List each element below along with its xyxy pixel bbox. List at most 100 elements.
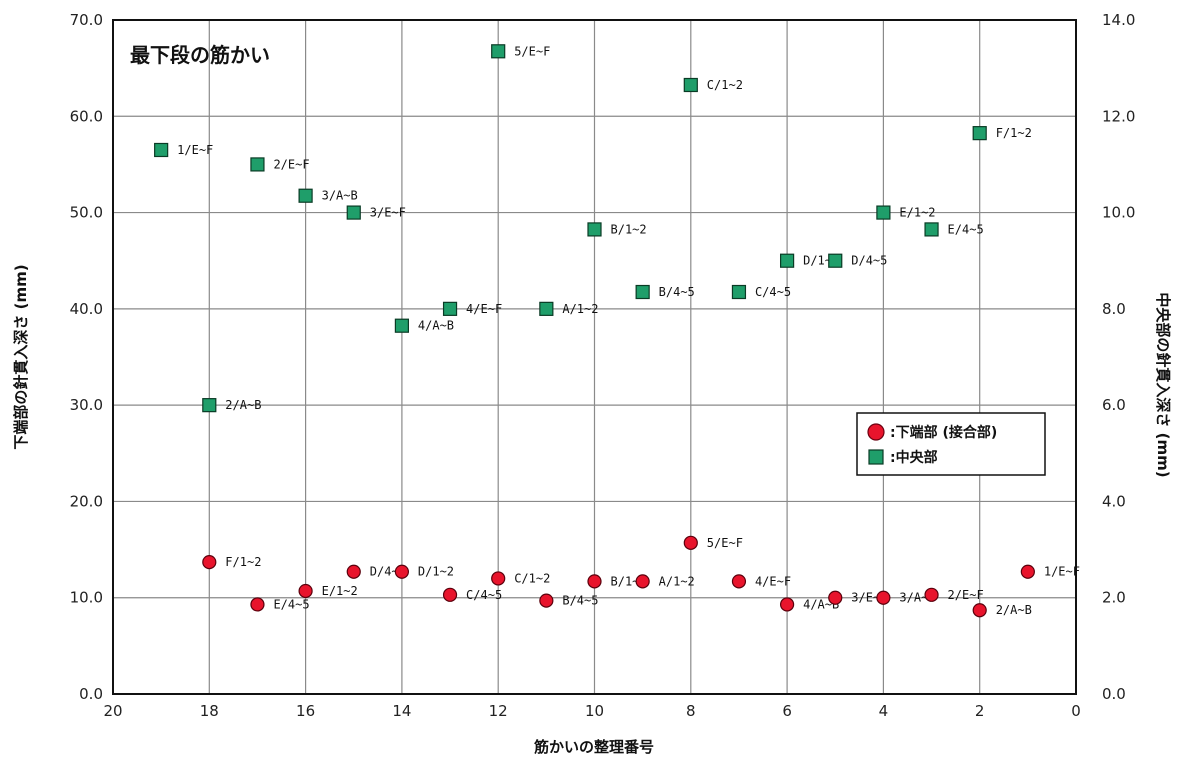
y-left-tick-label: 10.0 [70, 589, 103, 607]
data-point-label: A/1~2 [659, 574, 695, 588]
y-right-tick-label: 0.0 [1102, 685, 1126, 703]
data-point-square [346, 205, 361, 220]
y-left-tick-label: 60.0 [70, 107, 103, 125]
data-point-label: C/4~5 [755, 285, 791, 299]
data-point-circle [731, 574, 747, 589]
data-point-label: 1/E~F [177, 143, 213, 157]
data-point-label: D/1~2 [418, 565, 454, 579]
y-right-tick-label: 6.0 [1102, 396, 1126, 414]
data-point-label: 4/A~B [418, 319, 454, 333]
x-tick-label: 6 [782, 702, 792, 720]
y-left-tick-label: 50.0 [70, 204, 103, 222]
data-point-label: F/1~2 [225, 555, 261, 569]
data-point-circle [683, 535, 698, 550]
data-point-circle [394, 564, 409, 579]
data-point-label: A/1~2 [562, 302, 598, 316]
legend: :下端部 (接合部) :中央部 [856, 412, 1046, 476]
data-point-circle [876, 590, 891, 605]
legend-box [856, 412, 1046, 476]
data-point-square [250, 157, 265, 172]
y-left-tick-label: 0.0 [79, 685, 103, 703]
data-point-label: 5/E~F [707, 536, 743, 550]
data-point-circle [1020, 564, 1035, 579]
data-point-circle [250, 597, 265, 612]
y-right-tick-label: 14.0 [1102, 11, 1135, 29]
data-point-label: 1/E~F [1044, 565, 1080, 579]
data-point-label: 4/E~F [755, 574, 791, 588]
data-point-square [924, 222, 939, 237]
data-point-label: 4/E~F [466, 302, 502, 316]
data-point-square [635, 284, 650, 300]
legend-label-center: :中央部 [890, 449, 938, 466]
x-tick-label: 0 [1071, 702, 1081, 720]
y-left-tick-label: 70.0 [70, 11, 103, 29]
data-point-circle [924, 587, 939, 602]
data-point-circle [442, 587, 458, 602]
x-tick-label: 20 [103, 702, 122, 720]
data-point-circle [972, 603, 987, 618]
data-point-label: E/1~2 [322, 584, 358, 598]
data-point-circle [539, 593, 554, 608]
series-bottom-end: F/1~2E/4~5E/1~2D/4~5 D/1~2C/4~5C/1~2B/4~5… [202, 535, 1080, 618]
data-point-circle [202, 554, 217, 570]
series-center: 1/E~F 2/A~B 2/E~F 3/A~B 3/E~F 4/A~B 4/E~F 5/E~F… [154, 44, 1032, 413]
data-point-square [587, 222, 602, 237]
data-point-circle [587, 574, 602, 589]
data-point-square [539, 301, 554, 316]
data-point-square [779, 253, 795, 268]
data-point-label: B/1~2 [611, 222, 647, 236]
y-right-tick-labels: 0.0 2.0 4.0 6.0 8.0 10.0 12.0 14.0 [1102, 11, 1135, 703]
y-left-axis-title: 下端部の針貫入深さ (mm) [12, 264, 30, 449]
data-point-square [491, 44, 506, 59]
plot-frame [112, 19, 1077, 695]
data-point-square [683, 77, 698, 93]
data-point-square [154, 142, 169, 158]
x-axis-title: 筋かいの整理番号 [533, 738, 654, 756]
x-tick-label: 4 [879, 702, 889, 720]
data-point-square [972, 126, 987, 141]
chart-title: 最下段の筋かい [130, 43, 270, 67]
data-point-label: B/4~5 [562, 594, 598, 608]
y-right-tick-label: 8.0 [1102, 300, 1126, 318]
data-point-label: 2/E~F [273, 157, 309, 171]
x-tick-label: 2 [975, 702, 985, 720]
data-point-circle [298, 583, 313, 599]
x-tick-label: 16 [296, 702, 315, 720]
data-point-square [731, 284, 747, 300]
data-point-label: 2/E~F [948, 588, 984, 602]
data-point-label: E/1~2 [899, 206, 935, 220]
y-right-tick-label: 4.0 [1102, 492, 1126, 510]
data-point-label: E/4~5 [948, 222, 984, 236]
data-point-circle [779, 597, 795, 612]
data-point-square [202, 398, 217, 413]
y-right-tick-label: 2.0 [1102, 589, 1126, 607]
series-layer: F/1~2 E/4~5 E/1~2 D/4~5 D/1~2 C/4~5 C/1~2 B/4~5… [154, 44, 1080, 618]
x-tick-label: 12 [489, 702, 508, 720]
data-point-label: 2/A~B [996, 603, 1032, 617]
data-point-label: B/4~5 [659, 285, 695, 299]
y-left-tick-label: 30.0 [70, 396, 103, 414]
x-tick-label: 8 [686, 702, 696, 720]
x-tick-label: 18 [200, 702, 219, 720]
y-left-tick-label: 20.0 [70, 492, 103, 510]
data-point-square [828, 253, 843, 268]
data-point-circle [635, 574, 650, 589]
data-point-circle [346, 564, 361, 579]
x-tick-labels: 20 18 16 14 12 10 8 6 4 2 0 [103, 702, 1080, 720]
data-point-square [298, 188, 313, 203]
y-right-axis-title: 中央部の針貫入深さ (mm) [1154, 292, 1172, 477]
data-point-label: F/1~2 [996, 126, 1032, 140]
legend-circle-marker [867, 423, 885, 441]
data-point-square [876, 205, 891, 220]
x-tick-label: 10 [585, 702, 604, 720]
data-point-label: C/1~2 [707, 78, 743, 92]
y-right-tick-label: 12.0 [1102, 107, 1135, 125]
x-tick-label: 14 [392, 702, 411, 720]
data-point-label: 5/E~F [514, 44, 550, 58]
data-point-label: C/4~5 [466, 588, 502, 602]
data-point-circle [828, 590, 843, 605]
data-point-label: D/4~5 [851, 254, 887, 268]
data-point-label: 3/E~F [370, 206, 406, 220]
